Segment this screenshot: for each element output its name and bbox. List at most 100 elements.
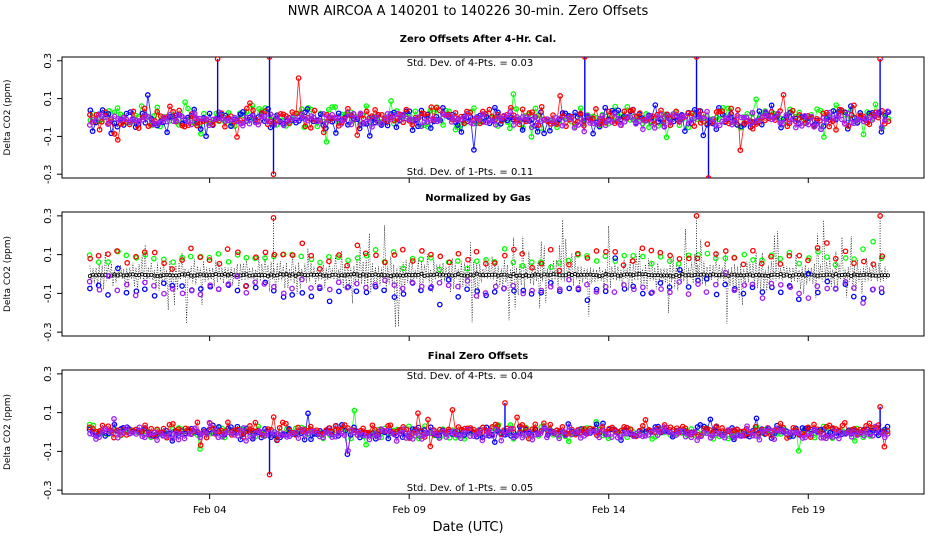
data-point [416,432,422,439]
data-point [224,246,231,252]
data-point [531,431,538,438]
data-point [823,423,830,430]
data-point [299,290,306,296]
data-point [169,435,176,442]
data-point [258,113,265,120]
data-point [363,118,370,125]
data-point [642,117,648,124]
data-point [167,429,173,436]
data-point [400,265,407,272]
data-point [489,432,496,439]
data-point [768,253,774,260]
data-point [786,252,793,259]
data-point [470,120,477,127]
data-point [235,249,241,256]
data-point [105,292,111,298]
data-point [194,122,200,129]
data-point [537,118,544,125]
mean-point [603,272,608,277]
data-point [658,111,665,118]
data-point [713,251,719,257]
data-point [188,431,195,438]
data-point [510,282,517,289]
data-point [175,436,182,443]
data-point [427,443,434,450]
data-point [731,119,738,125]
data-point [166,421,173,428]
data-point [652,102,659,108]
data-point [222,123,228,130]
spike-point [877,213,883,219]
data-point [608,434,615,440]
data-point [851,260,857,267]
data-point [829,425,836,431]
data-point [117,430,124,436]
data-point [148,425,155,432]
data-point [313,427,320,434]
data-point [320,111,327,117]
data-point [833,126,839,133]
data-point [231,114,238,121]
data-point [814,120,821,127]
data-point [790,433,797,439]
data-point [612,255,619,261]
data-point [593,421,600,428]
mean-point [677,273,682,278]
data-point [492,121,499,128]
data-point [602,104,609,111]
data-point [872,423,879,430]
data-point [777,289,784,296]
data-point [344,451,351,458]
data-point [575,122,582,128]
data-point [636,118,642,125]
data-point [507,108,514,115]
data-point [206,257,213,263]
data-point [363,441,369,448]
data-point [878,124,885,131]
data-point [102,433,109,439]
data-point [872,101,879,108]
data-point [424,113,431,120]
data-point [808,113,815,120]
data-point [372,281,379,288]
data-point [341,116,348,123]
data-point [305,117,311,124]
data-point [758,260,765,267]
data-point [593,419,599,425]
mean-point [833,272,838,277]
plot-area [86,213,891,328]
data-point [345,257,351,264]
data-point [98,113,105,120]
data-point [749,109,756,116]
data-point [320,129,327,136]
data-point [725,427,731,433]
std-dev-1pts-annotation: Std. Dev. of 1-Pts. = 0.05 [407,483,533,494]
data-point [860,258,867,265]
data-point [562,432,569,439]
data-point [624,104,631,110]
data-point [875,109,882,115]
data-point [762,109,769,115]
data-point [182,115,189,122]
data-point [286,120,292,126]
data-point [590,428,597,435]
data-point [617,122,624,128]
data-point [250,113,256,119]
data-point [547,283,554,290]
data-point [418,256,425,263]
data-point [293,110,299,117]
data-point [409,127,416,134]
data-point [829,118,836,125]
data-point [537,430,544,437]
data-point [544,434,550,441]
data-point [695,277,701,284]
data-point [566,261,572,268]
data-point [267,432,274,438]
data-point [548,120,554,127]
data-point [621,430,627,437]
data-point [559,122,566,129]
data-point [851,120,857,127]
data-point [182,99,188,106]
data-point [114,137,121,143]
